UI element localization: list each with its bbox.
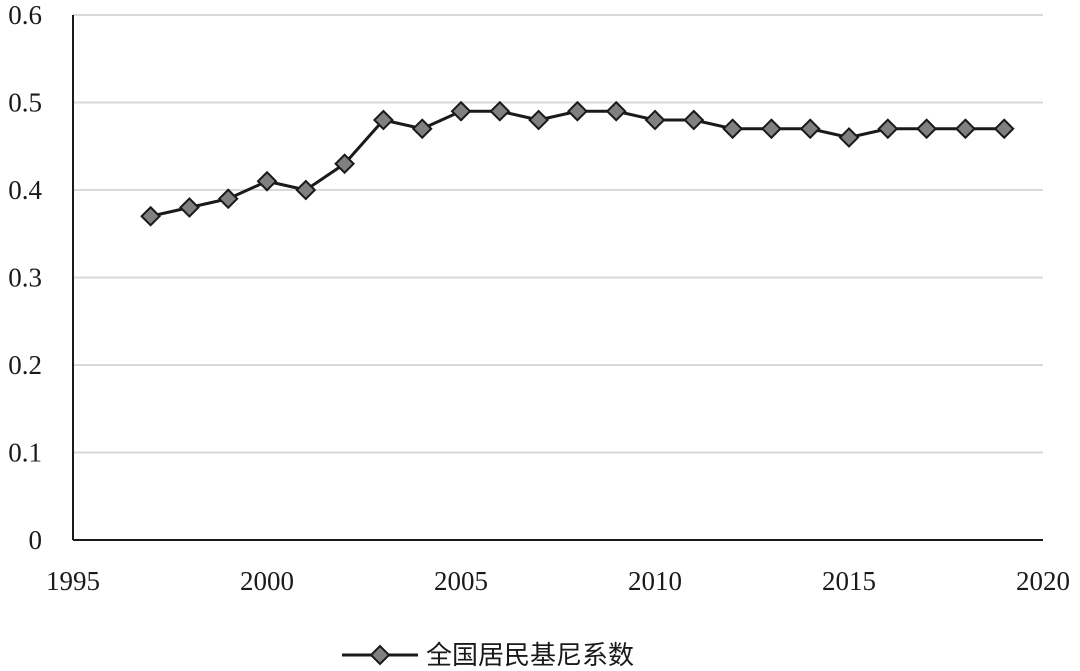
data-point-2015 xyxy=(838,127,860,148)
data-point-2007 xyxy=(528,109,550,131)
x-tick-label: 2015 xyxy=(822,566,876,596)
data-point-2011 xyxy=(683,109,705,131)
y-tick-label: 0.3 xyxy=(8,263,42,293)
x-tick-label: 2010 xyxy=(628,566,682,596)
data-point-2005 xyxy=(450,100,472,122)
data-point-2003 xyxy=(372,109,394,131)
data-point-1999 xyxy=(217,188,239,210)
data-point-2010 xyxy=(644,109,666,131)
data-point-2001 xyxy=(295,179,317,201)
y-tick-label: 0.5 xyxy=(8,88,42,118)
data-point-2000 xyxy=(256,170,278,192)
data-point-2013 xyxy=(760,118,782,140)
data-point-1998 xyxy=(178,197,200,218)
x-tick-label: 2005 xyxy=(434,566,488,596)
series-line xyxy=(150,109,1005,218)
data-point-1997 xyxy=(140,205,162,227)
axes xyxy=(72,15,1043,541)
data-point-2002 xyxy=(334,153,356,175)
x-axis-tick-labels: 1995 2000 2005 2010 2015 2020 xyxy=(46,566,1070,596)
legend: 全国居民基尼系数 xyxy=(342,641,634,671)
legend-label: 全国居民基尼系数 xyxy=(426,641,634,671)
x-tick-label: 1995 xyxy=(46,566,100,596)
y-axis-tick-labels: 0 0.1 0.2 0.3 0.4 0.5 0.6 xyxy=(8,0,42,555)
y-tick-label: 0.2 xyxy=(8,350,42,380)
y-tick-label: 0.6 xyxy=(8,0,42,30)
data-point-2006 xyxy=(489,100,511,122)
data-point-2008 xyxy=(566,100,588,122)
data-point-2009 xyxy=(605,100,627,122)
data-point-2016 xyxy=(877,118,899,140)
x-tick-label: 2020 xyxy=(1016,566,1070,596)
x-tick-label: 2000 xyxy=(240,566,294,596)
data-point-2019 xyxy=(993,118,1015,140)
data-point-2017 xyxy=(916,118,938,140)
gridlines xyxy=(73,14,1043,454)
data-point-2014 xyxy=(799,118,821,140)
data-point-2012 xyxy=(722,118,744,140)
data-point-2004 xyxy=(411,118,433,140)
data-point-2018 xyxy=(954,118,976,140)
y-tick-label: 0.4 xyxy=(8,175,42,205)
legend-diamond-marker xyxy=(369,644,391,666)
series-layer xyxy=(140,100,1015,227)
y-tick-label: 0.1 xyxy=(8,438,42,468)
y-tick-label: 0 xyxy=(29,525,43,555)
